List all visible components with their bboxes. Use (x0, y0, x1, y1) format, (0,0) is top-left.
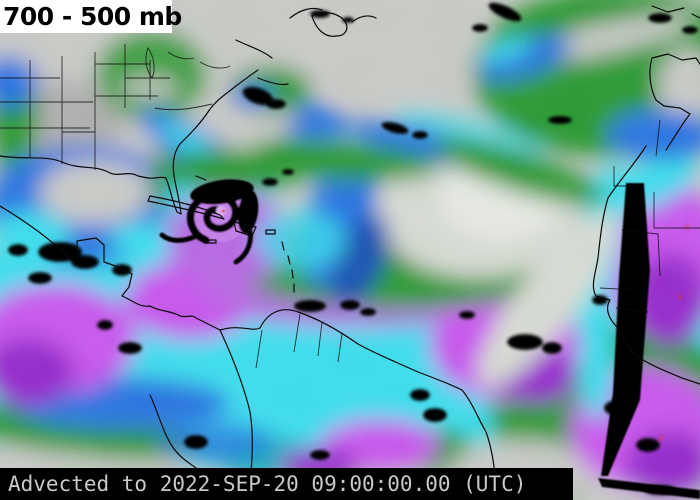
timestamp-bar: Advected to 2022-SEP-20 09:00:00.00 (UTC… (0, 468, 573, 500)
layer-label: 700 - 500 mb (0, 0, 182, 33)
coastlines (0, 5, 700, 500)
timestamp-text: Advected to 2022-SEP-20 09:00:00.00 (UTC… (8, 472, 527, 496)
layer-label-text: 700 - 500 mb (3, 2, 182, 31)
